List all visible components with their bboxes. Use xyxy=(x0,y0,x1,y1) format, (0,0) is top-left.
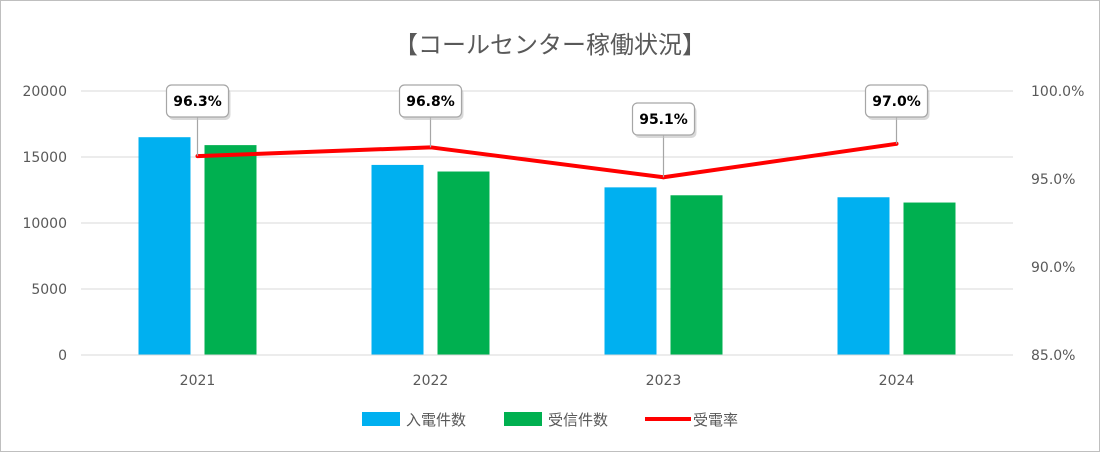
rate-line-path xyxy=(197,141,897,180)
legend-label: 受電率 xyxy=(693,411,738,429)
chart-title: 【コールセンター稼働状況】 xyxy=(394,31,706,59)
callout-box xyxy=(631,102,696,136)
bar-received-calls xyxy=(670,195,723,355)
x-tick-label: 2021 xyxy=(180,373,216,389)
bar-incoming-calls xyxy=(837,197,890,355)
rate-line xyxy=(195,141,899,180)
legend-label: 受信件数 xyxy=(548,411,608,429)
bar-received-calls xyxy=(204,145,257,355)
y-left-tick-label: 0 xyxy=(58,348,67,364)
rate-data-label: 96.8% xyxy=(406,94,455,110)
x-tick-label: 2022 xyxy=(413,373,449,389)
legend-label: 入電件数 xyxy=(406,411,466,429)
y-right-tick-label: 95.0% xyxy=(1031,172,1075,188)
callout-box xyxy=(398,84,463,118)
legend-swatch xyxy=(362,412,400,426)
y-right-tick-label: 100.0% xyxy=(1031,84,1084,100)
callout-box xyxy=(165,84,230,118)
legend: 入電件数 受信件数 受電率 xyxy=(362,411,738,429)
x-tick-label: 2024 xyxy=(879,373,915,389)
legend-swatch xyxy=(504,412,542,426)
y-right-tick-label: 90.0% xyxy=(1031,260,1075,276)
rate-data-label: 96.3% xyxy=(173,94,222,110)
y-left-tick-label: 5000 xyxy=(31,282,67,298)
y-left-tick-label: 20000 xyxy=(22,84,67,100)
y-left-tick-label: 10000 xyxy=(22,216,67,232)
axes: 0 5000 10000 15000 20000 85.0% 90.0% 95.0% 100.0… xyxy=(22,84,1084,389)
x-tick-label: 2023 xyxy=(646,373,682,389)
rate-data-label: 95.1% xyxy=(639,112,688,128)
bar-received-calls xyxy=(903,202,956,355)
bars xyxy=(138,137,956,355)
bar-incoming-calls xyxy=(138,137,191,355)
bar-incoming-calls xyxy=(604,187,657,355)
data-labels: 96.3% 96.8% 95.1% 97.0% xyxy=(165,84,930,178)
callout-box xyxy=(864,84,929,118)
y-right-tick-label: 85.0% xyxy=(1031,348,1075,364)
y-left-tick-label: 15000 xyxy=(22,150,67,166)
bar-received-calls xyxy=(437,171,490,355)
bar-incoming-calls xyxy=(371,164,424,355)
rate-data-label: 97.0% xyxy=(872,94,921,110)
